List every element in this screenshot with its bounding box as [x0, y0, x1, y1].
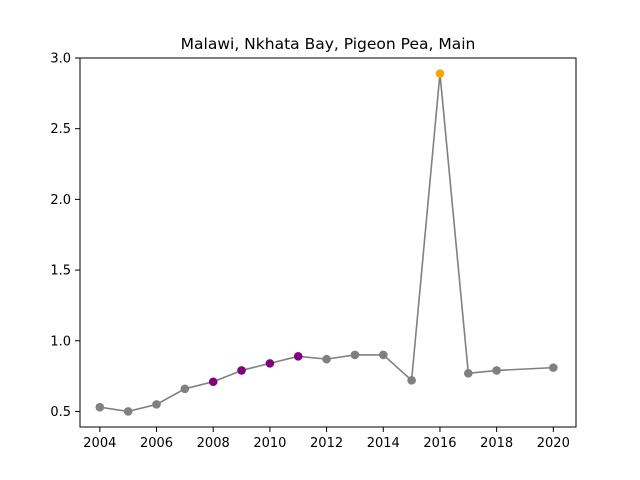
- y-axis: 0.5 1.0 1.5 2.0 2.5 3.0: [50, 52, 80, 420]
- data-point: [123, 407, 133, 416]
- data-point: [378, 350, 388, 360]
- series-lines: [99, 72, 554, 413]
- data-point: [152, 400, 161, 409]
- data-point: [95, 402, 105, 412]
- data-point: [407, 376, 416, 385]
- y-tick-label: 3.0: [50, 52, 71, 67]
- x-tick-label: 2004: [83, 436, 116, 451]
- series-points: [95, 69, 558, 416]
- data-point: [180, 384, 190, 394]
- data-point: [435, 69, 445, 78]
- data-point: [293, 352, 303, 361]
- data-point: [322, 354, 331, 364]
- x-tick-label: 2014: [367, 436, 400, 451]
- x-tick-label: 2006: [140, 436, 173, 451]
- x-tick-label: 2010: [253, 436, 286, 451]
- data-point: [492, 366, 501, 375]
- x-tick-label: 2016: [423, 436, 456, 451]
- data-point: [350, 350, 360, 360]
- x-axis: 2004 2006 2008 2010 2012 2014 2016 2018 2020: [83, 427, 570, 451]
- x-tick-label: 2012: [310, 436, 343, 451]
- series-line: [99, 72, 554, 413]
- y-tick-label: 0.5: [50, 405, 71, 420]
- data-point: [463, 368, 473, 378]
- x-tick-label: 2020: [537, 436, 570, 451]
- y-tick-label: 2.5: [50, 122, 71, 137]
- data-point: [549, 363, 558, 372]
- chart-title: Malawi, Nkhata Bay, Pigeon Pea, Main: [181, 35, 476, 53]
- y-tick-label: 1.5: [50, 264, 71, 279]
- plot-frame: [79, 57, 577, 428]
- y-tick-label: 1.0: [50, 334, 71, 349]
- x-tick-label: 2008: [197, 436, 230, 451]
- y-tick-label: 2.0: [50, 193, 71, 208]
- data-point: [237, 366, 246, 375]
- data-point: [265, 359, 275, 368]
- data-point: [208, 377, 218, 387]
- x-tick-label: 2018: [480, 436, 513, 451]
